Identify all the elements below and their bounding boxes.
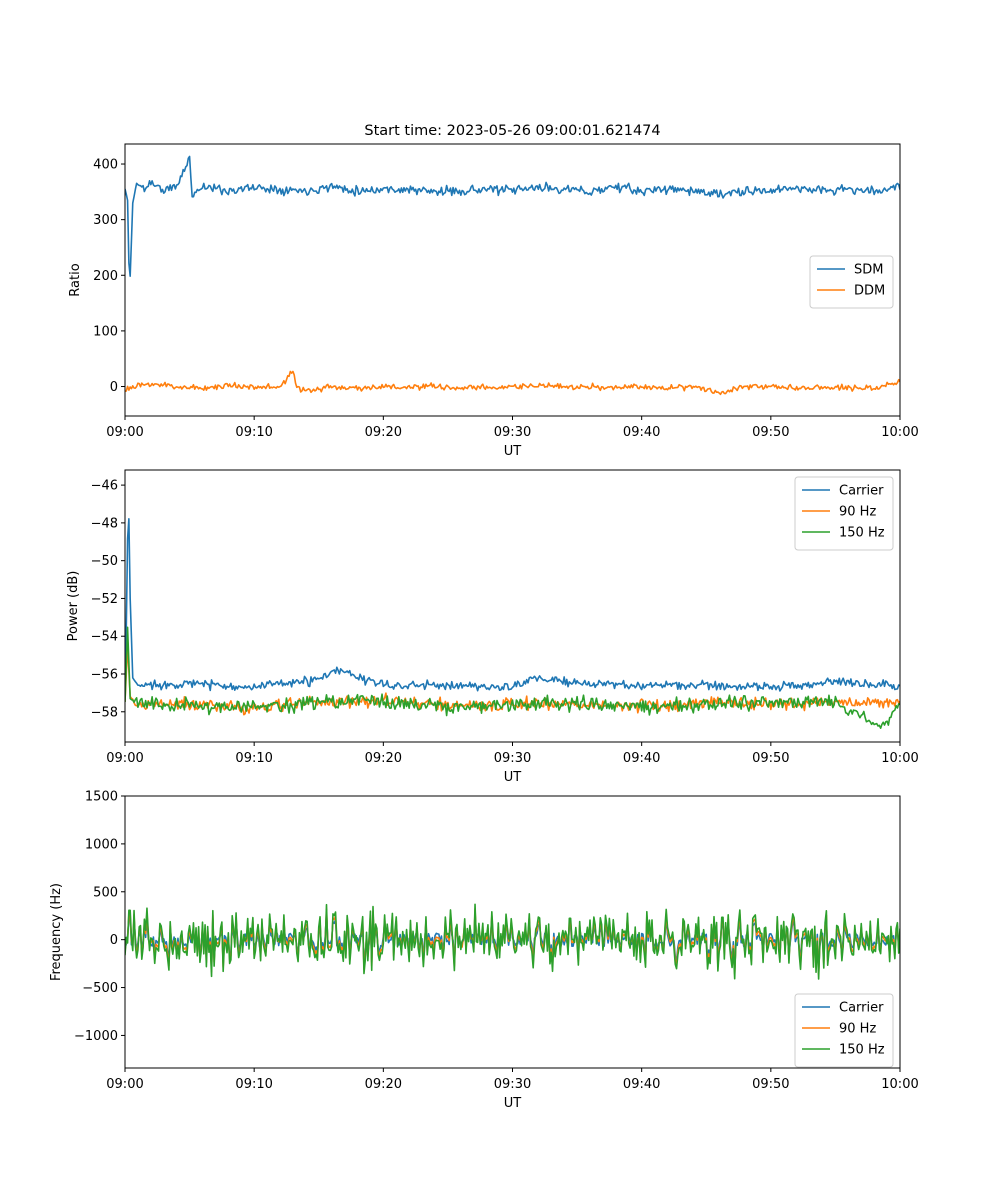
y-tick-label: −54 xyxy=(91,630,118,645)
x-tick-label: 09:00 xyxy=(106,751,143,766)
legend: SDM DDM xyxy=(809,255,894,309)
panel-ratio: 09:00 09:10 09:20 09:30 09:40 09:50 10:00 0 100 2… xyxy=(68,143,919,459)
x-tick-label: 09:50 xyxy=(752,1077,789,1092)
x-tick-label: 09:20 xyxy=(365,1077,402,1092)
x-tick-label: 09:40 xyxy=(623,751,660,766)
y-tick-label: 0 xyxy=(110,380,118,395)
chart-title: Start time: 2023-05-26 09:00:01.621474 xyxy=(364,123,660,139)
y-tick-label: 1000 xyxy=(85,837,118,852)
y-tick-label: −50 xyxy=(91,554,118,569)
y-tick-label: 100 xyxy=(93,324,118,339)
x-tick-label: 09:10 xyxy=(235,1077,272,1092)
x-tick-label: 09:50 xyxy=(752,751,789,766)
series-line-150-hz xyxy=(125,903,900,980)
y-tick-label: −52 xyxy=(91,592,118,607)
y-tick-label: −48 xyxy=(91,516,118,531)
y-tick-label: −500 xyxy=(82,981,118,996)
y-tick-label: 500 xyxy=(93,885,118,900)
x-tick-label: 09:00 xyxy=(106,425,143,440)
y-tick-label: −1000 xyxy=(74,1029,118,1044)
series-line-ddm xyxy=(125,370,900,396)
x-tick-label: 10:00 xyxy=(881,751,918,766)
x-tick-label: 09:10 xyxy=(235,751,272,766)
x-tick-label: 09:30 xyxy=(494,751,531,766)
y-tick-label: −56 xyxy=(91,668,118,683)
x-tick-label: 10:00 xyxy=(881,425,918,440)
x-tick-label: 09:50 xyxy=(752,425,789,440)
y-axis-label: Frequency (Hz) xyxy=(49,883,64,981)
legend-label: 150 Hz xyxy=(839,1043,885,1058)
legend-label: Carrier xyxy=(839,484,884,499)
legend-label: 90 Hz xyxy=(839,505,876,520)
x-tick-label: 09:00 xyxy=(106,1077,143,1092)
y-tick-label: 400 xyxy=(93,158,118,173)
legend: Carrier 90 Hz 150 Hz xyxy=(794,476,894,551)
y-tick-label: 300 xyxy=(93,213,118,228)
x-tick-label: 10:00 xyxy=(881,1077,918,1092)
legend: Carrier 90 Hz 150 Hz xyxy=(794,993,894,1068)
legend-label: DDM xyxy=(854,284,885,299)
y-tick-label: 200 xyxy=(93,269,118,284)
y-tick-label: −46 xyxy=(91,479,118,494)
x-axis-label: UT xyxy=(504,770,522,785)
x-tick-label: 09:30 xyxy=(494,425,531,440)
x-tick-label: 09:40 xyxy=(623,1077,660,1092)
panel-power: 09:00 09:10 09:20 09:30 09:40 09:50 10:00 −58 −5… xyxy=(66,469,919,785)
x-tick-label: 09:20 xyxy=(365,751,402,766)
x-tick-label: 09:30 xyxy=(494,1077,531,1092)
x-tick-label: 09:10 xyxy=(235,425,272,440)
y-tick-label: 0 xyxy=(110,933,118,948)
y-tick-label: 1500 xyxy=(85,790,118,805)
panel-frequency: 09:00 09:10 09:20 09:30 09:40 09:50 10:00 −1000… xyxy=(49,790,919,1112)
x-axis-label: UT xyxy=(504,1096,522,1111)
y-tick-label: −58 xyxy=(91,705,118,720)
x-tick-label: 09:20 xyxy=(365,425,402,440)
y-axis-label: Ratio xyxy=(68,263,83,296)
y-axis-label: Power (dB) xyxy=(66,571,81,642)
series-line-150-hz xyxy=(125,626,900,730)
axes-frame xyxy=(124,143,901,417)
legend-label: 150 Hz xyxy=(839,526,885,541)
legend-label: 90 Hz xyxy=(839,1022,876,1037)
x-tick-label: 09:40 xyxy=(623,425,660,440)
legend-label: SDM xyxy=(854,263,883,278)
series-line-carrier xyxy=(125,518,900,692)
series-line-sdm xyxy=(125,155,900,278)
legend-label: Carrier xyxy=(839,1001,884,1016)
x-axis-label: UT xyxy=(504,444,522,459)
